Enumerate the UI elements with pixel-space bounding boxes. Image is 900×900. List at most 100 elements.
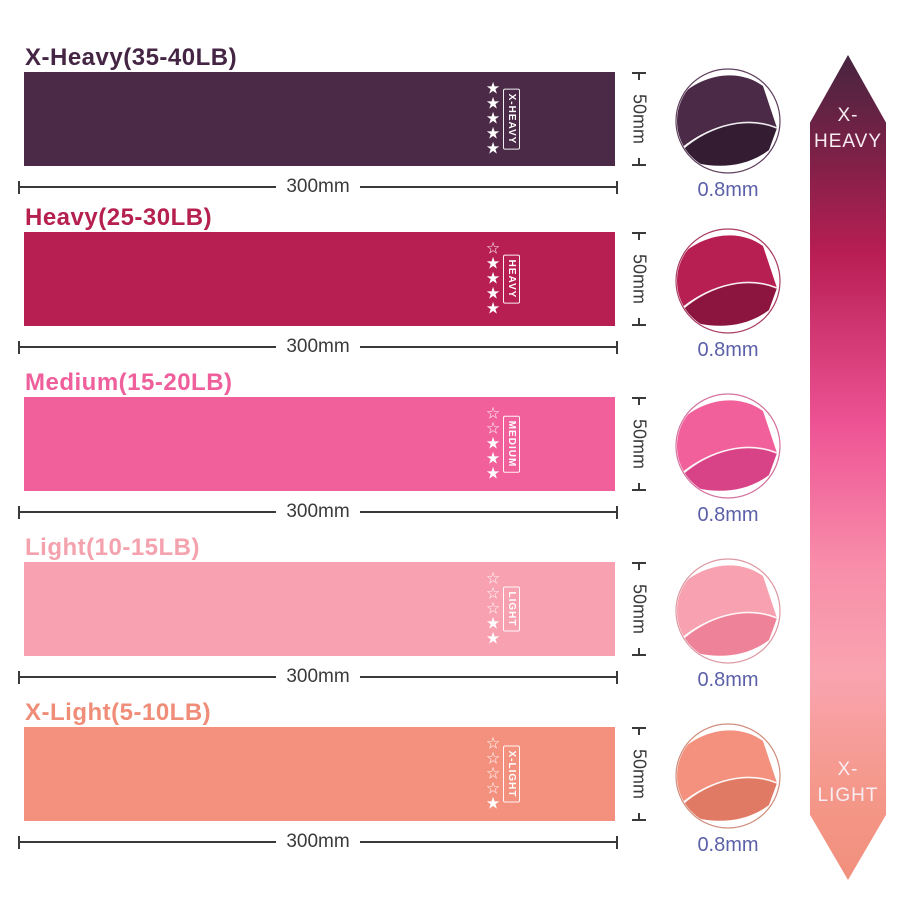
arrow-bottom-label: X- LIGHT xyxy=(810,757,886,809)
star-filled-icon: ★ xyxy=(485,630,501,648)
width-dimension: 300mm xyxy=(18,336,619,358)
band-fold-crease xyxy=(677,776,778,811)
height-dimension: 50mm xyxy=(622,72,656,166)
star-filled-icon: ★ xyxy=(485,450,501,468)
height-dimension: 50mm xyxy=(622,397,656,491)
dimension-tick xyxy=(632,232,646,240)
band-section-light: Light(10-15LB) ☆ ☆ ☆ ★ ★ LIGHT 300mm 50mm 0.… xyxy=(18,530,814,695)
star-empty-icon: ☆ xyxy=(485,570,501,588)
dimension-tick xyxy=(18,180,20,194)
height-dimension-label: 50mm xyxy=(629,253,650,304)
band-label: X-LIGHT xyxy=(503,745,520,803)
band-swatch: ☆ ★ ★ ★ ★ HEAVY xyxy=(24,232,615,326)
dimension-line xyxy=(20,841,277,843)
dimension-tick xyxy=(18,670,20,684)
band-title: Heavy(25-30LB) xyxy=(25,204,213,231)
band-fold-under xyxy=(677,612,777,656)
star-rating: ☆ ☆ ☆ ☆ ★ xyxy=(482,735,504,812)
dimension-tick xyxy=(632,727,646,735)
star-filled-icon: ★ xyxy=(485,95,501,113)
star-rating: ★ ★ ★ ★ ★ xyxy=(482,81,504,158)
star-filled-icon: ★ xyxy=(485,465,501,483)
star-empty-icon: ☆ xyxy=(485,420,501,438)
arrow-bottom-label-line2: LIGHT xyxy=(817,785,879,806)
dimension-tick xyxy=(616,835,619,849)
thickness-photo: 0.8mm xyxy=(673,391,783,527)
band-fold-top xyxy=(677,235,777,311)
thickness-label: 0.8mm xyxy=(697,339,759,361)
width-dimension: 300mm xyxy=(18,666,619,688)
height-dimension-label: 50mm xyxy=(629,583,650,634)
band-label: LIGHT xyxy=(503,586,520,632)
width-dimension-label: 300mm xyxy=(286,501,350,522)
height-dimension: 50mm xyxy=(622,232,656,326)
height-dimension-label: 50mm xyxy=(629,418,650,469)
dimension-tick xyxy=(616,670,619,684)
width-dimension-label: 300mm xyxy=(286,176,350,197)
band-fold-photo xyxy=(675,393,781,499)
band-section-heavy: Heavy(25-30LB) ☆ ★ ★ ★ ★ HEAVY 300mm 50mm 0.… xyxy=(18,200,814,365)
star-empty-icon: ☆ xyxy=(485,750,501,768)
star-empty-icon: ☆ xyxy=(485,405,501,423)
star-filled-icon: ★ xyxy=(485,110,501,128)
height-dimension: 50mm xyxy=(622,727,656,821)
band-fold-photo xyxy=(675,68,781,174)
dimension-line xyxy=(359,346,617,348)
height-dimension: 50mm xyxy=(622,562,656,656)
star-filled-icon: ★ xyxy=(485,615,501,633)
dimension-line xyxy=(20,676,277,678)
dimension-line xyxy=(20,511,277,513)
dimension-tick xyxy=(632,648,646,656)
band-fold-top xyxy=(677,400,777,476)
height-dimension-label: 50mm xyxy=(629,748,650,799)
dimension-line xyxy=(20,346,277,348)
star-filled-icon: ★ xyxy=(485,125,501,143)
dimension-tick xyxy=(632,397,646,405)
star-empty-icon: ☆ xyxy=(485,735,501,753)
star-filled-icon: ★ xyxy=(485,300,501,318)
width-dimension-label: 300mm xyxy=(286,336,350,357)
band-section-x-light: X-Light(5-10LB) ☆ ☆ ☆ ☆ ★ X-LIGHT 300mm 50mm… xyxy=(18,695,814,860)
thickness-photo: 0.8mm xyxy=(673,66,783,202)
width-dimension: 300mm xyxy=(18,501,619,523)
width-dimension-label: 300mm xyxy=(286,666,350,687)
dimension-tick xyxy=(616,505,619,519)
band-label: HEAVY xyxy=(503,254,520,304)
dimension-tick xyxy=(632,72,646,80)
star-rating: ☆ ☆ ★ ★ ★ xyxy=(482,405,504,483)
star-empty-icon: ☆ xyxy=(485,240,501,258)
star-filled-icon: ★ xyxy=(485,140,501,158)
width-dimension: 300mm xyxy=(18,831,619,853)
band-title: Medium(15-20LB) xyxy=(25,369,233,396)
star-empty-icon: ☆ xyxy=(485,600,501,618)
band-fold-under xyxy=(677,122,777,166)
star-filled-icon: ★ xyxy=(485,270,501,288)
dimension-tick xyxy=(616,180,619,194)
dimension-line xyxy=(359,511,617,513)
band-fold-top xyxy=(677,565,777,641)
thickness-photo: 0.8mm xyxy=(673,721,783,857)
height-dimension-label: 50mm xyxy=(629,93,650,144)
star-empty-icon: ☆ xyxy=(485,780,501,798)
band-title: Light(10-15LB) xyxy=(25,534,200,561)
dimension-line xyxy=(359,841,617,843)
thickness-photo: 0.8mm xyxy=(673,556,783,692)
dimension-line xyxy=(20,186,277,188)
dimension-tick xyxy=(632,483,646,491)
thickness-label: 0.8mm xyxy=(697,669,759,691)
band-fold-under xyxy=(677,282,777,326)
dimension-tick xyxy=(616,340,619,354)
band-fold-under xyxy=(677,777,777,821)
band-section-medium: Medium(15-20LB) ☆ ☆ ★ ★ ★ MEDIUM 300mm 50mm … xyxy=(18,365,814,530)
arrow-top-label-line2: HEAVY xyxy=(813,131,882,152)
dimension-line xyxy=(359,186,617,188)
band-swatch: ☆ ☆ ★ ★ ★ MEDIUM xyxy=(24,397,615,491)
band-swatch: ☆ ☆ ☆ ★ ★ LIGHT xyxy=(24,562,615,656)
band-swatch: ☆ ☆ ☆ ☆ ★ X-LIGHT xyxy=(24,727,615,821)
band-fold-crease xyxy=(677,121,778,156)
dimension-tick xyxy=(18,340,20,354)
band-title: X-Heavy(35-40LB) xyxy=(25,44,238,71)
band-section-x-heavy: X-Heavy(35-40LB) ★ ★ ★ ★ ★ X-HEAVY 300mm 50m… xyxy=(18,40,814,205)
band-fold-crease xyxy=(677,281,778,316)
